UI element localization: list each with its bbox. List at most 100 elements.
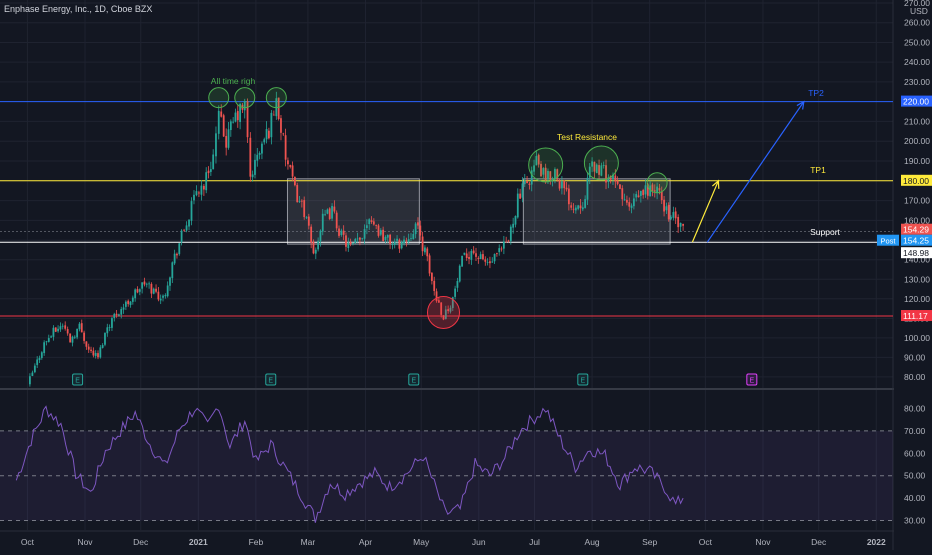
candle-body-110 <box>289 165 292 167</box>
candle-body-26 <box>90 349 92 351</box>
candle-body-243 <box>598 165 600 175</box>
candle-body-245 <box>602 165 605 167</box>
earnings-marker-3[interactable] <box>577 373 589 386</box>
candle-body-257 <box>630 205 633 208</box>
candle-body-205 <box>509 226 512 242</box>
candle-body-66 <box>183 229 185 231</box>
level-tag-label-support: 148.98 <box>903 248 929 258</box>
candle-body-256 <box>628 202 631 207</box>
candle-body-208 <box>516 193 519 218</box>
candle-body-58 <box>164 295 167 297</box>
candle-body-76 <box>207 170 210 174</box>
candle-body-195 <box>486 262 489 263</box>
time-tick-label-2: Dec <box>133 537 149 547</box>
candle-body-165 <box>417 222 419 226</box>
candle-body-39 <box>120 309 123 315</box>
candle-body-276 <box>674 211 677 219</box>
candle-body-143 <box>365 225 368 229</box>
rsi-tick-label-0: 30.00 <box>904 516 926 526</box>
candle-body-25 <box>87 346 90 350</box>
candle-body-204 <box>507 240 510 242</box>
candle-body-119 <box>310 226 313 243</box>
time-tick-label-10: Aug <box>585 537 600 547</box>
candle-body-32 <box>104 332 106 345</box>
candle-body-144 <box>368 219 371 224</box>
level-tag-TP1 <box>901 174 932 186</box>
candle-body-258 <box>632 198 635 207</box>
candle-body-85 <box>229 121 232 131</box>
candle-body-187 <box>468 257 470 259</box>
candle-body-41 <box>124 301 127 307</box>
candle-body-163 <box>412 234 415 240</box>
candle-body-145 <box>370 220 373 222</box>
candle-body-146 <box>372 221 375 225</box>
earnings-marker-4[interactable] <box>746 373 758 386</box>
level-tag-label-TP2: 220.00 <box>903 97 929 107</box>
earnings-marker-1[interactable] <box>265 373 277 386</box>
candle-body-88 <box>236 111 239 121</box>
candle-body-157 <box>398 239 401 249</box>
last-price-tag-label: 154.29 <box>903 225 929 235</box>
candle-body-46 <box>136 289 139 293</box>
earnings-marker-label-0: E <box>75 378 80 385</box>
candle-body-77 <box>209 169 212 172</box>
annotation-all-time-high: All time righ <box>211 76 256 86</box>
candle-body-96 <box>256 154 259 161</box>
candle-body-40 <box>122 307 125 310</box>
candle-body-222 <box>549 171 552 180</box>
earnings-marker-0[interactable] <box>72 373 84 386</box>
earnings-marker-2[interactable] <box>408 373 420 386</box>
candle-body-140 <box>359 237 361 240</box>
candle-body-259 <box>635 194 638 198</box>
candle-body-133 <box>342 230 345 235</box>
candle-body-14 <box>61 325 64 327</box>
candle-body-225 <box>556 169 559 180</box>
candle-body-108 <box>284 135 287 160</box>
candle-body-275 <box>672 212 675 218</box>
candle-body-253 <box>621 188 624 200</box>
candle-body-113 <box>296 184 299 203</box>
candle-body-182 <box>456 281 459 288</box>
candle-body-173 <box>435 291 438 301</box>
candle-body-171 <box>430 272 433 281</box>
candle-body-94 <box>251 174 254 178</box>
candle-body-262 <box>642 189 645 196</box>
time-tick-label-3: 2021 <box>189 537 208 547</box>
level-tag-TP2 <box>901 95 932 107</box>
candle-body-246 <box>605 165 607 183</box>
candle-body-215 <box>533 165 535 172</box>
candle-body-101 <box>267 130 270 139</box>
candle-body-36 <box>113 313 116 318</box>
candle-body-164 <box>414 223 417 235</box>
candle-body-236 <box>581 207 584 210</box>
candle-body-115 <box>300 200 303 202</box>
price-axis: 80.0090.00100.00110.00120.00130.00140.00… <box>877 0 932 550</box>
consolidation-box-0 <box>286 178 420 245</box>
candle-body-50 <box>145 283 148 285</box>
candle-body-109 <box>287 160 289 165</box>
highlight-circle-5 <box>646 172 668 194</box>
level-tag-label-TP1: 180.00 <box>903 176 929 186</box>
candle-body-176 <box>442 315 445 320</box>
candle-body-197 <box>491 261 494 263</box>
candle-body-69 <box>190 201 193 221</box>
candle-body-151 <box>384 236 387 240</box>
currency-label: USD <box>910 6 928 16</box>
price-tick-label-0: 80.00 <box>904 372 926 382</box>
time-tick-label-13: Nov <box>755 537 771 547</box>
highlight-circle-3 <box>528 147 564 183</box>
annotation-test-resistance: Test Resistance <box>557 132 617 142</box>
post-badge-label: Post <box>880 237 896 246</box>
candle-body-221 <box>547 170 549 180</box>
header: Enphase Energy, Inc., 1D, Cboe BZX <box>4 4 152 14</box>
candle-body-73 <box>200 185 203 195</box>
candle-body-277 <box>677 216 680 228</box>
candle-body-193 <box>482 254 484 260</box>
projection-arrows <box>691 100 805 243</box>
candle-body-174 <box>437 300 440 303</box>
candle-body-155 <box>393 241 396 245</box>
candle-body-63 <box>176 253 178 256</box>
price-tick-label-11: 190.00 <box>904 156 930 166</box>
